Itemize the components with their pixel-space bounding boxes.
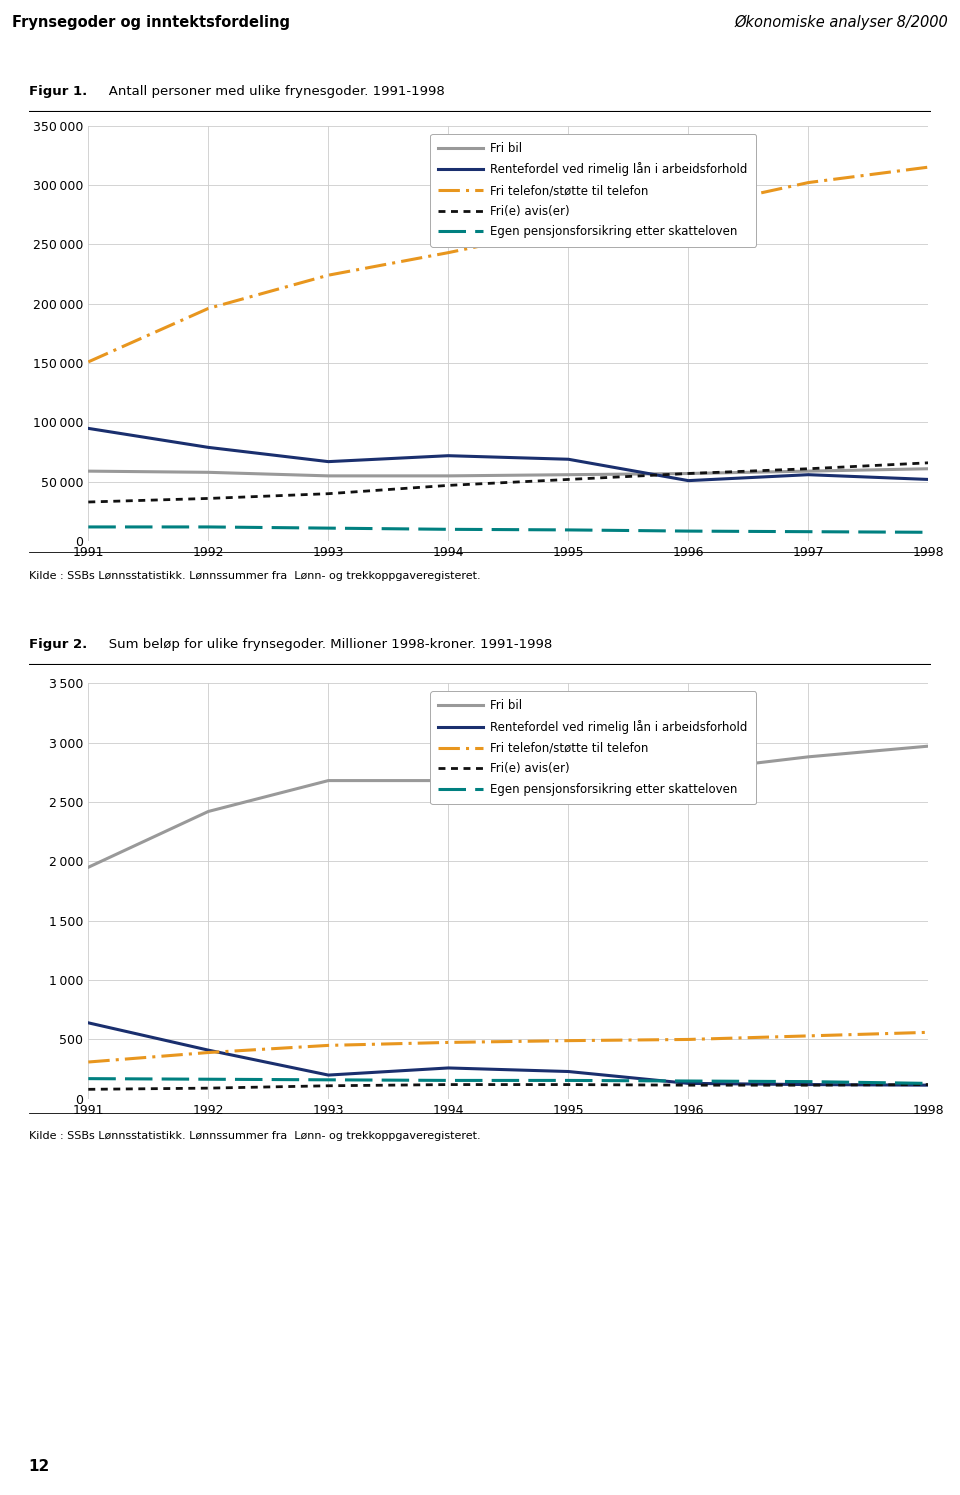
Legend: Fri bil, Rentefordel ved rimelig lån i arbeidsforhold, Fri telefon/støtte til te: Fri bil, Rentefordel ved rimelig lån i a… xyxy=(430,691,756,804)
Text: Frynsegoder og inntektsfordeling: Frynsegoder og inntektsfordeling xyxy=(12,15,290,30)
Text: Figur 2.: Figur 2. xyxy=(29,638,87,650)
Legend: Fri bil, Rentefordel ved rimelig lån i arbeidsforhold, Fri telefon/støtte til te: Fri bil, Rentefordel ved rimelig lån i a… xyxy=(430,133,756,247)
Text: Kilde : SSBs Lønnsstatistikk. Lønnssummer fra  Lønn- og trekkoppgaveregisteret.: Kilde : SSBs Lønnsstatistikk. Lønnssumme… xyxy=(29,571,480,582)
Text: Figur 1.: Figur 1. xyxy=(29,85,87,97)
Text: Antall personer med ulike frynesgoder. 1991-1998: Antall personer med ulike frynesgoder. 1… xyxy=(96,85,445,97)
Text: Sum beløp for ulike frynsegoder. Millioner 1998-kroner. 1991-1998: Sum beløp for ulike frynsegoder. Million… xyxy=(96,638,553,650)
Text: 12: 12 xyxy=(29,1459,50,1474)
Text: Kilde : SSBs Lønnsstatistikk. Lønnssummer fra  Lønn- og trekkoppgaveregisteret.: Kilde : SSBs Lønnsstatistikk. Lønnssumme… xyxy=(29,1132,480,1142)
Text: Økonomiske analyser 8/2000: Økonomiske analyser 8/2000 xyxy=(734,15,948,30)
